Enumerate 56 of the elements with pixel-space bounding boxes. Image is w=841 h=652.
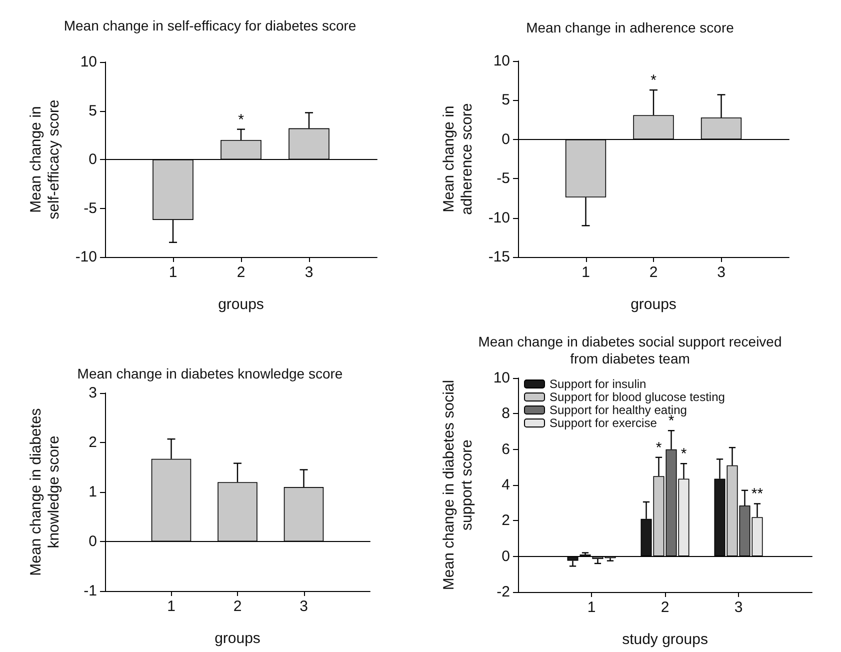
y-tick-label: 4: [502, 476, 510, 494]
x-tick-label: 3: [734, 599, 743, 616]
y-axis-title: Mean change in adherence score: [440, 103, 476, 215]
y-tick-label: -5: [496, 170, 510, 188]
data-label: *: [238, 111, 244, 128]
x-axis-title: study groups: [622, 631, 708, 648]
x-tick-label: 1: [587, 599, 596, 616]
chart-title: Mean change in self-efficacy for diabetes score: [64, 18, 356, 34]
x-axis-title: groups: [630, 296, 676, 313]
x-tick-label: 3: [717, 264, 726, 281]
y-tick-label: 0: [88, 151, 97, 168]
legend-label: Support for insulin: [550, 377, 646, 391]
y-tick-label: 0: [88, 533, 97, 550]
x-tick-label: 1: [168, 264, 178, 281]
data-label: *: [650, 72, 657, 90]
x-tick-label: 1: [167, 598, 176, 615]
y-tick-label: -10: [75, 248, 97, 266]
x-axis-title: groups: [218, 296, 264, 313]
y-axis-title: Mean change in diabetes knowledge score: [28, 408, 62, 576]
x-tick-label: 3: [300, 598, 308, 615]
x-tick-label: 3: [304, 264, 314, 281]
y-tick-label: -2: [496, 584, 510, 600]
data-label: *: [656, 439, 662, 456]
y-tick-label: 8: [502, 405, 510, 422]
y-axis-title: Mean change in diabetes social support score: [440, 380, 476, 590]
y-tick-label: 0: [502, 130, 510, 148]
y-tick-label: 1: [88, 484, 97, 500]
legend-label: Support for exercise: [550, 416, 658, 430]
chart-title: Mean change in diabetes social support received from diabetes team: [478, 334, 782, 366]
chart-title: Mean change in adherence score: [526, 20, 734, 36]
legend-label: Support for blood glucose testing: [550, 390, 725, 404]
x-axis-title: groups: [214, 630, 260, 647]
y-tick-label: 0: [502, 548, 510, 565]
x-tick-label: 2: [649, 264, 658, 281]
y-tick-label: 5: [502, 92, 510, 109]
y-tick-label: 10: [493, 370, 510, 386]
x-tick-label: 1: [582, 264, 590, 281]
y-tick-label: -5: [84, 200, 97, 217]
y-tick-label: -1: [84, 582, 97, 600]
y-tick-label: 10: [493, 52, 510, 70]
y-tick-label: -15: [488, 248, 510, 266]
legend-label: Support for healthy eating: [550, 403, 687, 417]
x-tick-label: 2: [660, 599, 670, 616]
data-label: **: [751, 486, 764, 503]
y-tick-label: -10: [488, 209, 510, 226]
y-tick-label: 3: [88, 384, 97, 402]
data-label: *: [680, 446, 687, 463]
x-tick-label: 2: [233, 598, 242, 615]
y-tick-label: 2: [88, 434, 97, 451]
x-tick-label: 2: [236, 264, 246, 281]
y-tick-label: 2: [502, 512, 510, 530]
y-tick-label: 10: [80, 54, 97, 70]
y-tick-label: 5: [88, 102, 97, 120]
y-tick-label: 6: [502, 440, 510, 458]
chart-title: Mean change in diabetes knowledge score: [77, 366, 343, 382]
y-axis-title: Mean change in self-efficacy score: [28, 100, 62, 220]
